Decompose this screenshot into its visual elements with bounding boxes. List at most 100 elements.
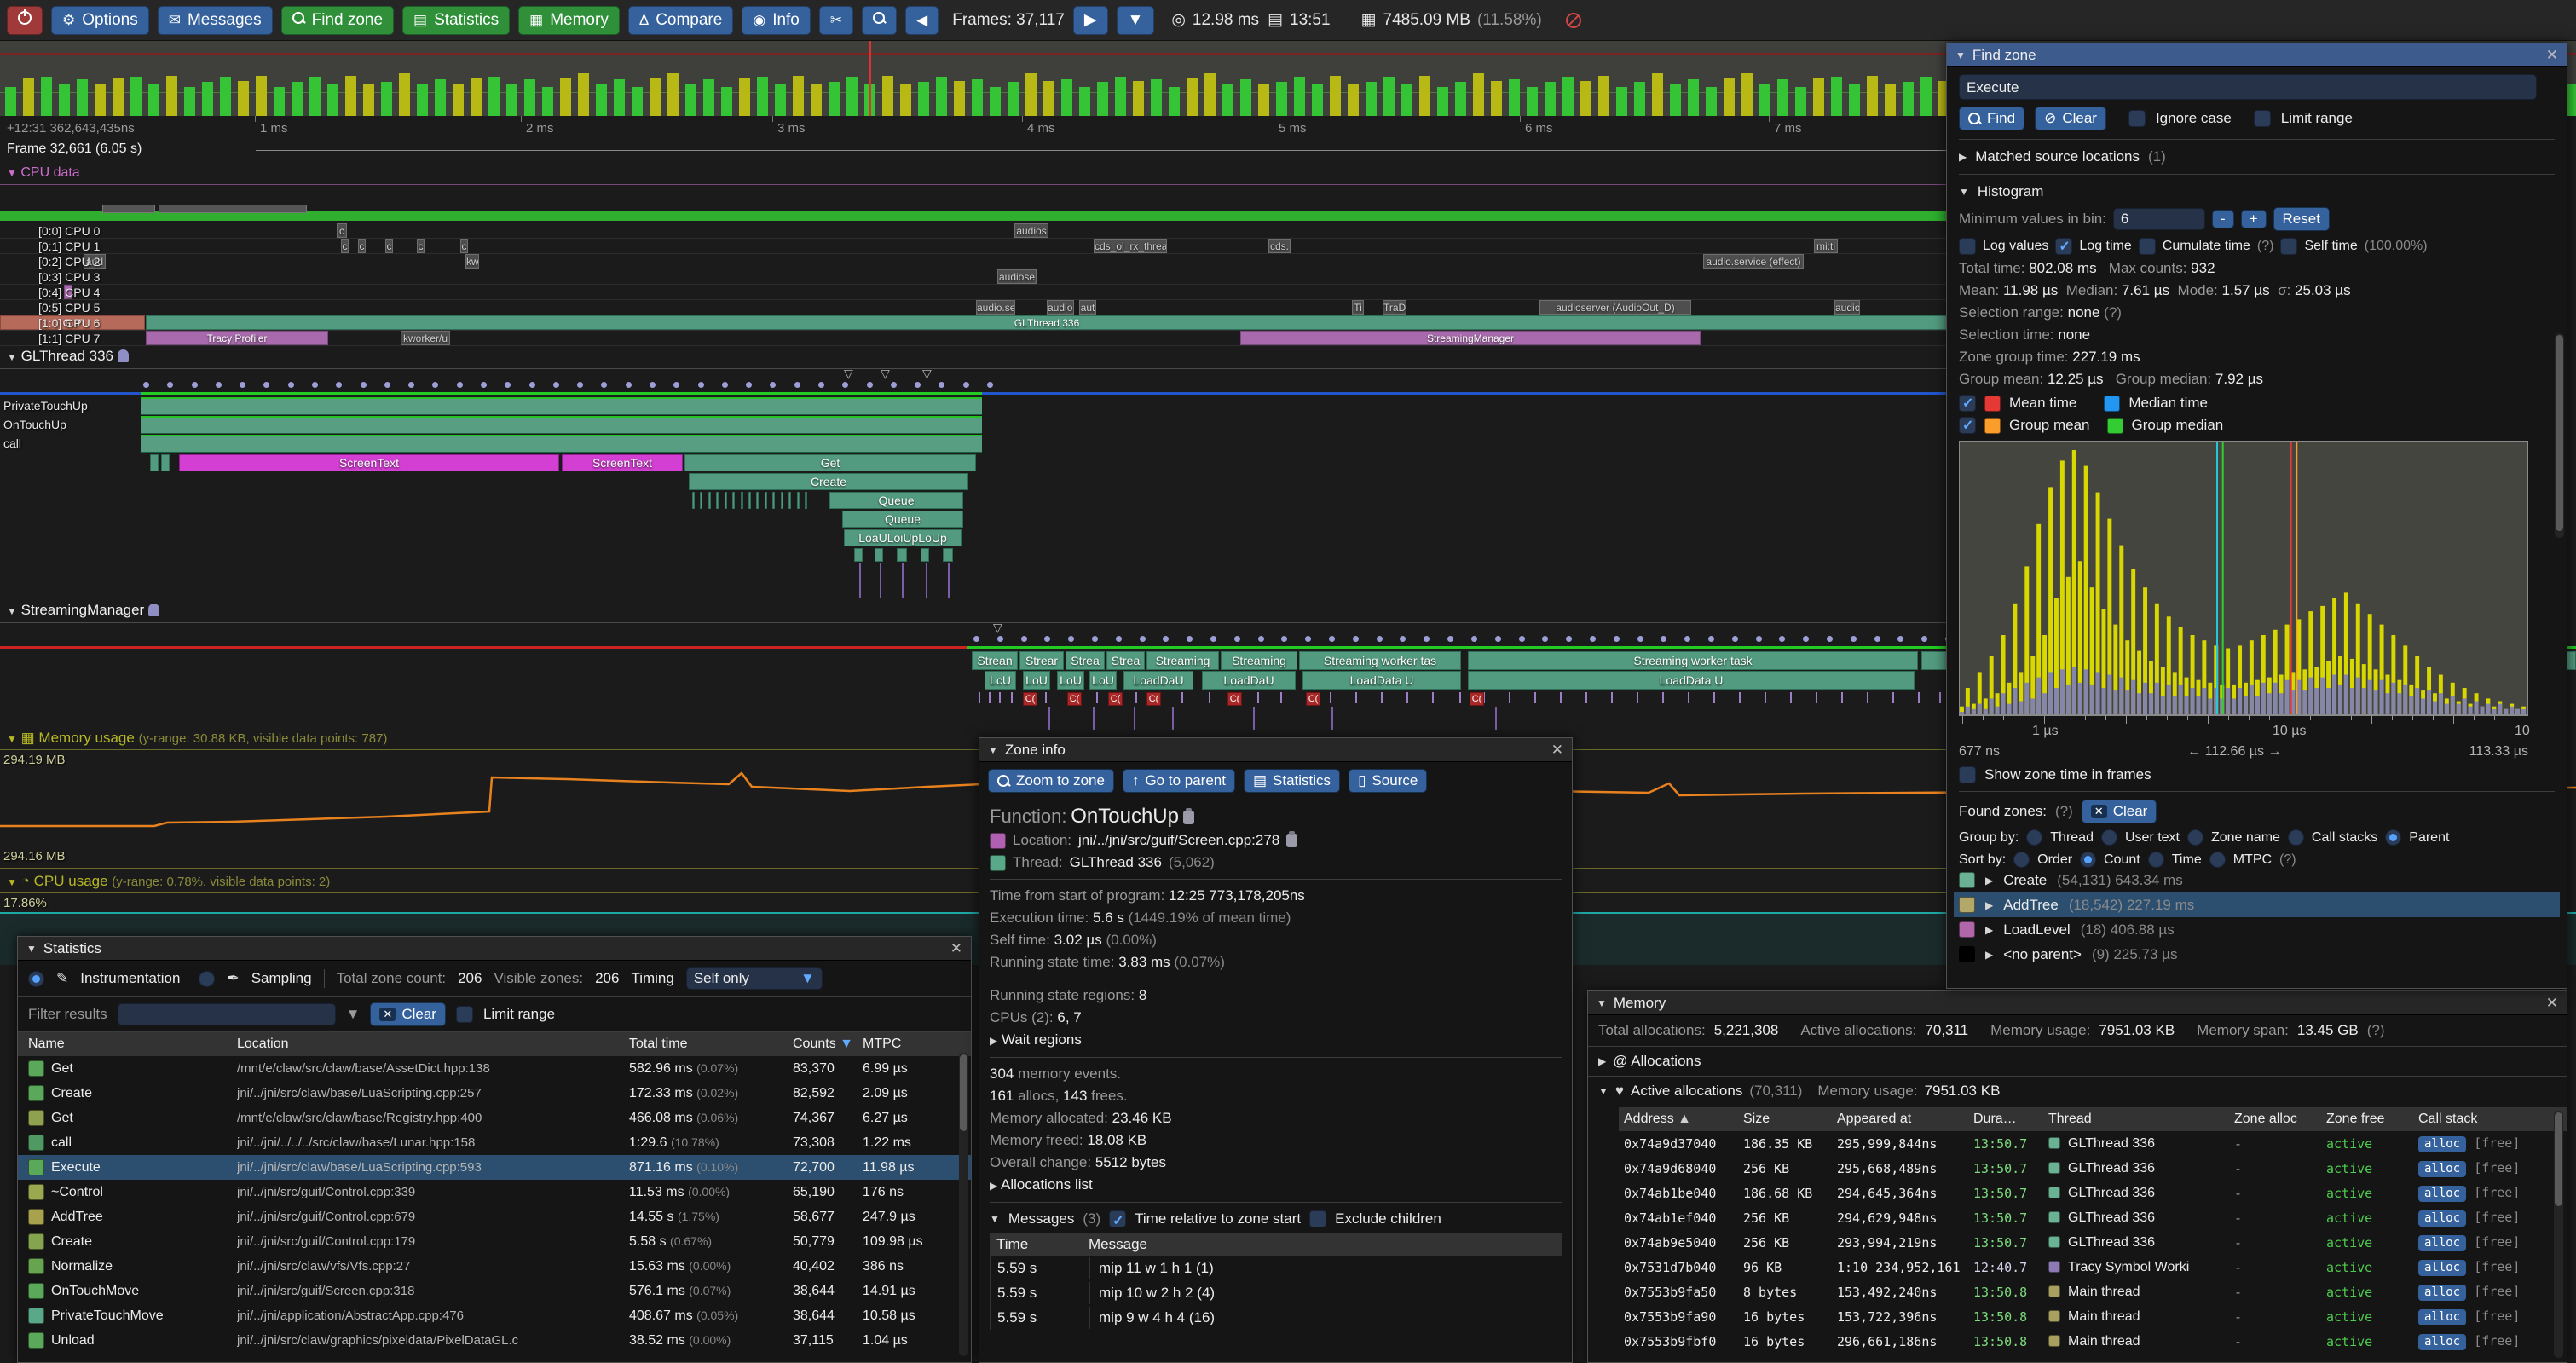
cpu-zone[interactable]: audio xyxy=(1834,300,1860,315)
sample-dot[interactable] xyxy=(288,382,294,388)
sample-dot[interactable] xyxy=(240,382,245,388)
statistics-row[interactable]: AddTree jni/../jni/src/guif/Control.cpp:6… xyxy=(18,1204,971,1229)
active-allocations-toggle[interactable]: ▼ ♥ Active allocations (70,311) Memory usage… xyxy=(1598,1083,2001,1099)
sample-dot[interactable] xyxy=(457,382,463,388)
cpu-zone[interactable]: Tracy Profiler xyxy=(146,331,328,345)
sample-dot[interactable] xyxy=(553,382,559,388)
find-zone-scrollbar[interactable] xyxy=(2555,333,2564,538)
sample-dot[interactable] xyxy=(1803,636,1809,642)
alloc-callstack-button[interactable]: alloc xyxy=(2418,1135,2467,1152)
message-row[interactable]: 5.59 s mip 10 w 2 h 2 (4) xyxy=(990,1280,1562,1305)
sample-dot[interactable] xyxy=(336,382,342,388)
timeline-view[interactable]: +12:31 362,643,435ns 1 ms 2 ms 3 ms 4 ms 5 ms… xyxy=(0,116,2576,1363)
sample-dot[interactable] xyxy=(722,382,728,388)
instrumentation-radio[interactable] xyxy=(28,970,44,987)
sample-dot[interactable] xyxy=(650,382,656,388)
column-header[interactable]: Address ▲ xyxy=(1624,1112,1691,1126)
found-clear-button[interactable]: ✕ Clear xyxy=(2081,800,2157,823)
streaming-zone[interactable]: Streaming worker tas xyxy=(1299,651,1461,670)
sample-dot[interactable] xyxy=(143,382,149,388)
glthread-header[interactable]: ▼ GLThread 336 xyxy=(7,348,129,365)
sample-dot[interactable] xyxy=(1566,636,1572,642)
sample-dot[interactable] xyxy=(1471,636,1477,642)
sample-dot[interactable] xyxy=(1874,636,1880,642)
gl-micro-zone[interactable] xyxy=(781,492,783,509)
found-zone-row[interactable]: ▶ LoadLevel (18) 406.88 µs xyxy=(1954,917,2560,942)
allocation-row[interactable]: 0x74ab9e5040 256 KB 293,994,219ns 13:50.7 G… xyxy=(1619,1230,2567,1255)
alloc-callstack-button[interactable]: alloc xyxy=(2418,1284,2467,1301)
min-bin-input[interactable]: 6 xyxy=(2112,208,2205,230)
sample-dot[interactable] xyxy=(997,636,1003,642)
found-zone-row[interactable]: ▶ <no parent> (9) 225.73 µs xyxy=(1954,942,2560,967)
sample-dot[interactable] xyxy=(1495,636,1501,642)
c-zone[interactable]: C( xyxy=(1023,692,1037,706)
sample-dot[interactable] xyxy=(1424,636,1430,642)
sample-dot[interactable] xyxy=(432,382,438,388)
sample-dot[interactable] xyxy=(1092,636,1098,642)
memory-usage-header[interactable]: ▼ ▦ Memory usage (y-range: 30.88 KB, vis… xyxy=(7,730,388,746)
bin-reset-button[interactable]: Reset xyxy=(2273,207,2330,231)
sample-dot[interactable] xyxy=(1637,636,1643,642)
statistics-row[interactable]: Execute jni/../jni/src/claw/base/LuaScrip… xyxy=(18,1155,971,1180)
statistics-row[interactable]: Unload jni/../jni/src/claw/graphics/pixel… xyxy=(18,1328,971,1353)
close-icon[interactable]: ✕ xyxy=(2545,994,2558,1011)
streaming-zone[interactable]: Streaming xyxy=(1221,651,1297,670)
alloc-callstack-button[interactable]: alloc xyxy=(2418,1259,2467,1276)
memory-title-bar[interactable]: ▼ Memory ✕ xyxy=(1588,991,2567,1015)
sample-dot[interactable] xyxy=(384,382,390,388)
gl-micro-zone[interactable] xyxy=(897,548,907,562)
sort-by-order-radio[interactable] xyxy=(2013,852,2030,868)
streaming-zone[interactable]: LoU xyxy=(1023,671,1050,690)
sample-dot[interactable] xyxy=(818,382,824,388)
gl-zone[interactable]: LoaULoiUpLoUp xyxy=(844,529,962,546)
gl-micro-zone[interactable] xyxy=(748,492,751,509)
gl-zone-call[interactable] xyxy=(141,435,982,453)
find-zone-search-input[interactable]: Execute xyxy=(1959,74,2537,100)
sample-dot[interactable] xyxy=(1542,636,1548,642)
cpu-zone[interactable]: audios xyxy=(1014,223,1048,238)
sample-dot[interactable] xyxy=(1851,636,1857,642)
found-zone-row[interactable]: ▶ AddTree (18,542) 227.19 ms xyxy=(1954,892,2560,917)
gl-micro-zone[interactable] xyxy=(797,492,800,509)
bin-plus-button[interactable]: + xyxy=(2240,210,2267,228)
sample-dot[interactable] xyxy=(361,382,367,388)
gl-micro-zone[interactable] xyxy=(765,492,767,509)
cpu-zone[interactable]: audiose xyxy=(997,269,1037,284)
message-marker-icon[interactable]: ▽ xyxy=(844,367,853,380)
gl-micro-zone[interactable] xyxy=(772,492,775,509)
allocation-row[interactable]: 0x7553b9fbf0 16 bytes 296,661,186ns 13:50.8… xyxy=(1619,1329,2567,1354)
sample-dot[interactable] xyxy=(1661,636,1666,642)
streaming-zone[interactable]: Strear xyxy=(1019,651,1064,670)
sample-dot[interactable] xyxy=(192,382,198,388)
sample-dot[interactable] xyxy=(1044,636,1050,642)
scrollbar-thumb[interactable] xyxy=(2555,1112,2562,1206)
sample-dot[interactable] xyxy=(1210,636,1216,642)
sample-dot[interactable] xyxy=(263,382,269,388)
sample-dot[interactable] xyxy=(1353,636,1359,642)
sort-by-count-radio[interactable] xyxy=(2080,852,2097,868)
prev-frame-button[interactable]: ◀ xyxy=(905,5,939,35)
power-button[interactable] xyxy=(7,5,43,35)
copy-icon[interactable] xyxy=(1286,831,1298,847)
expand-icon[interactable]: ▶ xyxy=(1985,898,1994,911)
column-header[interactable]: MTPC xyxy=(863,1037,902,1051)
cumulate-time-checkbox[interactable] xyxy=(2138,238,2156,255)
column-header[interactable]: Total time xyxy=(629,1037,688,1051)
funnel-icon[interactable]: ▼ xyxy=(345,1006,361,1022)
sample-dot[interactable] xyxy=(312,382,318,388)
sample-dot[interactable] xyxy=(746,382,752,388)
sample-dot[interactable] xyxy=(601,382,607,388)
sample-dot[interactable] xyxy=(1827,636,1833,642)
sample-dot[interactable] xyxy=(1708,636,1714,642)
gl-micro-zone[interactable] xyxy=(692,492,695,509)
sample-dot[interactable] xyxy=(1614,636,1620,642)
sample-dot[interactable] xyxy=(794,382,800,388)
column-header[interactable]: Location xyxy=(237,1037,289,1051)
allocation-row[interactable]: 0x74a9d68040 256 KB 295,668,489ns 13:50.7 G… xyxy=(1619,1156,2567,1181)
gl-zone[interactable] xyxy=(161,454,170,471)
cpu-zone[interactable]: c xyxy=(385,239,393,253)
found-zone-row[interactable]: ▶ Create (54,131) 643.34 ms xyxy=(1954,868,2560,892)
compare-button[interactable]: Δ Compare xyxy=(627,5,734,35)
time-column[interactable]: Time xyxy=(996,1236,1029,1252)
gl-zone[interactable]: Queue xyxy=(829,492,963,509)
